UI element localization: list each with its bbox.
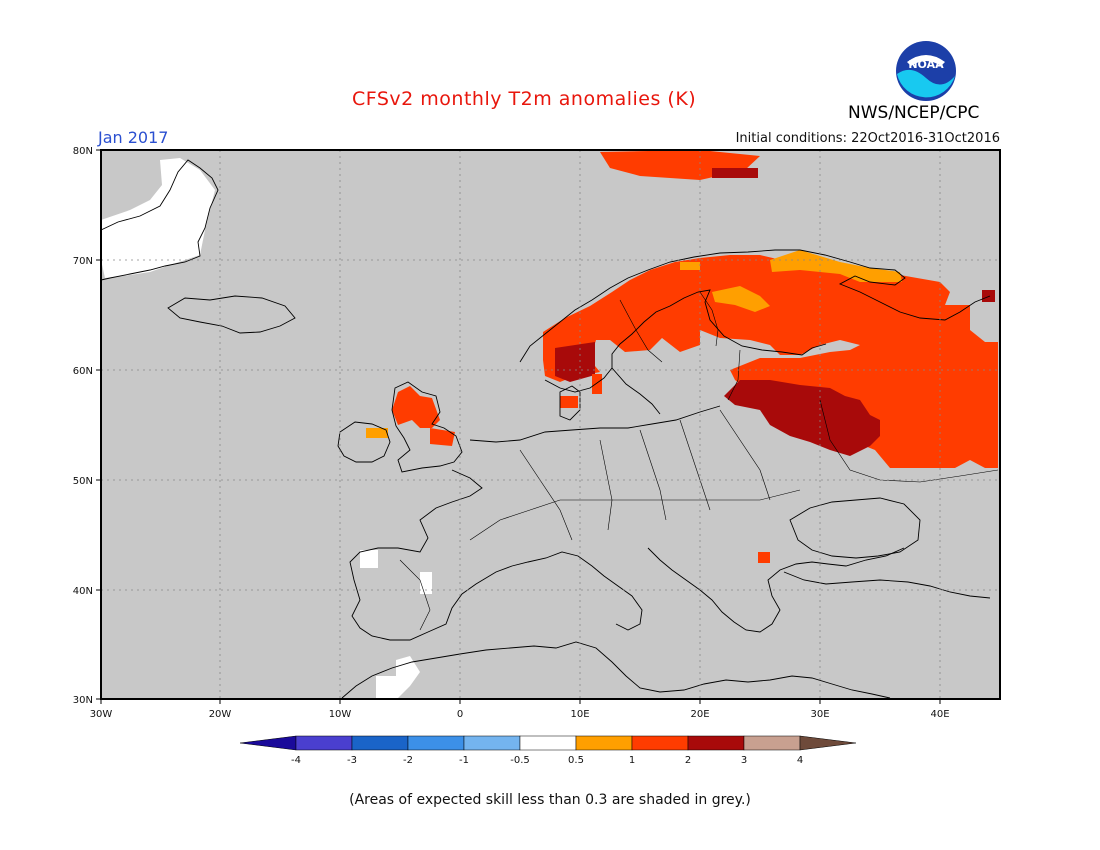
lon-axis: 30W 20W 10W 0 10E 20E 30E 40E (90, 699, 950, 720)
map-frame (100, 149, 1001, 700)
lat-tick: 80N (73, 146, 93, 157)
colorbar-swatch (743, 735, 801, 751)
lon-tick: 10W (329, 709, 352, 720)
logo-text: NOAA (908, 58, 944, 71)
colorbar-swatch (519, 735, 577, 751)
agency-label: NWS/NCEP/CPC (848, 103, 980, 123)
anomaly-south-norway-dark (555, 342, 595, 382)
anomaly-scandinavia (543, 255, 998, 468)
colorbar-swatch (295, 735, 353, 751)
colorbar-swatch (575, 735, 633, 751)
anomaly-fills (101, 150, 998, 698)
anomaly-finland-orange (712, 286, 770, 312)
country-borders (399, 291, 999, 631)
lat-tick: 50N (73, 476, 93, 487)
colorbar-label: 2 (685, 755, 691, 766)
colorbar-label: -2 (403, 755, 413, 766)
near-normal-iberia-south (376, 656, 420, 698)
colorbar-label: -1 (459, 755, 469, 766)
coastlines (100, 159, 991, 699)
lon-tick: 40E (930, 709, 949, 720)
anomaly-arctic-coast-orange (680, 262, 700, 270)
colorbar-swatch (351, 735, 409, 751)
lat-tick: 40N (73, 586, 93, 597)
lon-tick: 20W (209, 709, 232, 720)
lon-tick: 0 (457, 709, 463, 720)
near-normal-greenland (101, 158, 215, 278)
colorbar-label: 3 (741, 755, 747, 766)
footnote: (Areas of expected skill less than 0.3 a… (349, 792, 751, 808)
colorbar-swatch (631, 735, 689, 751)
anomaly-russia-core (724, 380, 880, 456)
colorbar-label: 0.5 (568, 755, 584, 766)
colorbar-label: -3 (347, 755, 357, 766)
anomaly-kola-orange (770, 250, 902, 282)
colorbar-label: -4 (291, 755, 301, 766)
noaa-logo: NOAA (895, 40, 957, 102)
lat-tick: 70N (73, 256, 93, 267)
lon-tick: 30W (90, 709, 113, 720)
lat-tick: 30N (73, 695, 93, 706)
colorbar-swatch (407, 735, 465, 751)
initial-conditions: Initial conditions: 22Oct2016-31Oct2016 (735, 131, 1000, 146)
colorbar-label: 1 (629, 755, 635, 766)
colorbar-end-low (239, 735, 297, 751)
map-title: CFSv2 monthly T2m anomalies (K) (352, 88, 697, 110)
lon-tick: 20E (690, 709, 709, 720)
anomaly-bulgaria (758, 552, 770, 563)
colorbar: -4 -3 -2 -1 -0.5 0.5 1 2 3 4 (239, 735, 857, 766)
lat-tick: 60N (73, 366, 93, 377)
colorbar-swatch (463, 735, 521, 751)
anomaly-england-ne (430, 428, 455, 446)
graticule (101, 150, 1000, 699)
lat-axis: 80N 70N 60N 50N 40N 30N (73, 146, 101, 706)
colorbar-end-high (799, 735, 857, 751)
anomaly-russia-east-dark (982, 290, 995, 302)
anomaly-ireland-orange (366, 428, 388, 438)
colorbar-label: -0.5 (510, 755, 530, 766)
anomaly-denmark (560, 396, 578, 408)
anomaly-skagerrak (592, 374, 602, 394)
colorbar-swatch (687, 735, 745, 751)
near-normal-iberia-nw (360, 550, 378, 568)
anomaly-svalbard-east (712, 168, 758, 178)
lon-tick: 10E (570, 709, 589, 720)
lon-tick: 30E (810, 709, 829, 720)
anomaly-scotland (392, 386, 440, 428)
colorbar-label: 4 (797, 755, 803, 766)
month-label: Jan 2017 (98, 128, 169, 147)
near-normal-iberia-center (420, 572, 432, 594)
